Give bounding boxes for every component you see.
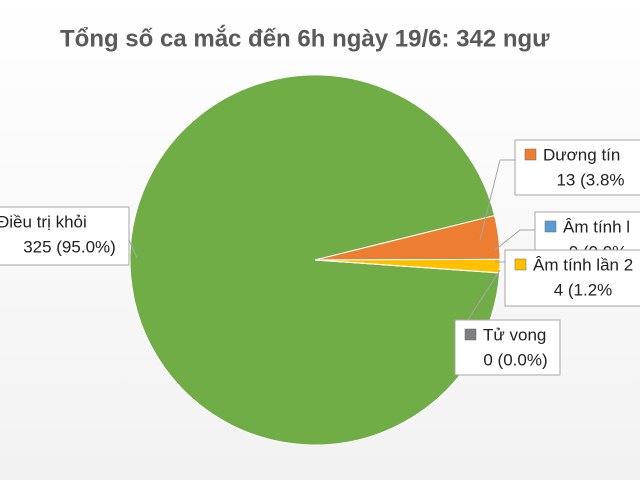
legend-key — [514, 258, 527, 271]
leader-line — [479, 159, 515, 241]
label-box — [514, 139, 640, 196]
label-name: Tử vong — [483, 325, 546, 344]
chart-title: Tổng số ca mắc đến 6h ngày 19/6: 342 ngư — [60, 24, 550, 52]
label-name: Dương tín — [543, 145, 620, 164]
leader-line — [494, 229, 535, 251]
label-box — [454, 319, 561, 376]
label-value: 13 (3.8% — [556, 170, 624, 189]
legend-key — [464, 328, 477, 341]
label-name: Âm tính lần 2 — [533, 255, 633, 274]
label-value: 4 (1.2% — [554, 280, 613, 299]
pie-slice — [314, 259, 500, 274]
label-value: 0 (0.0%) — [483, 350, 547, 369]
leader-line — [128, 239, 138, 259]
label-name: Điều trị khỏi — [0, 212, 87, 231]
label-name: Âm tính l — [563, 217, 630, 236]
label-box — [504, 249, 640, 307]
label-box — [0, 206, 130, 266]
legend-key — [544, 220, 557, 233]
label-value: 325 (95.0%) — [23, 237, 116, 256]
legend-key — [524, 148, 537, 161]
pie-slice — [129, 74, 501, 446]
